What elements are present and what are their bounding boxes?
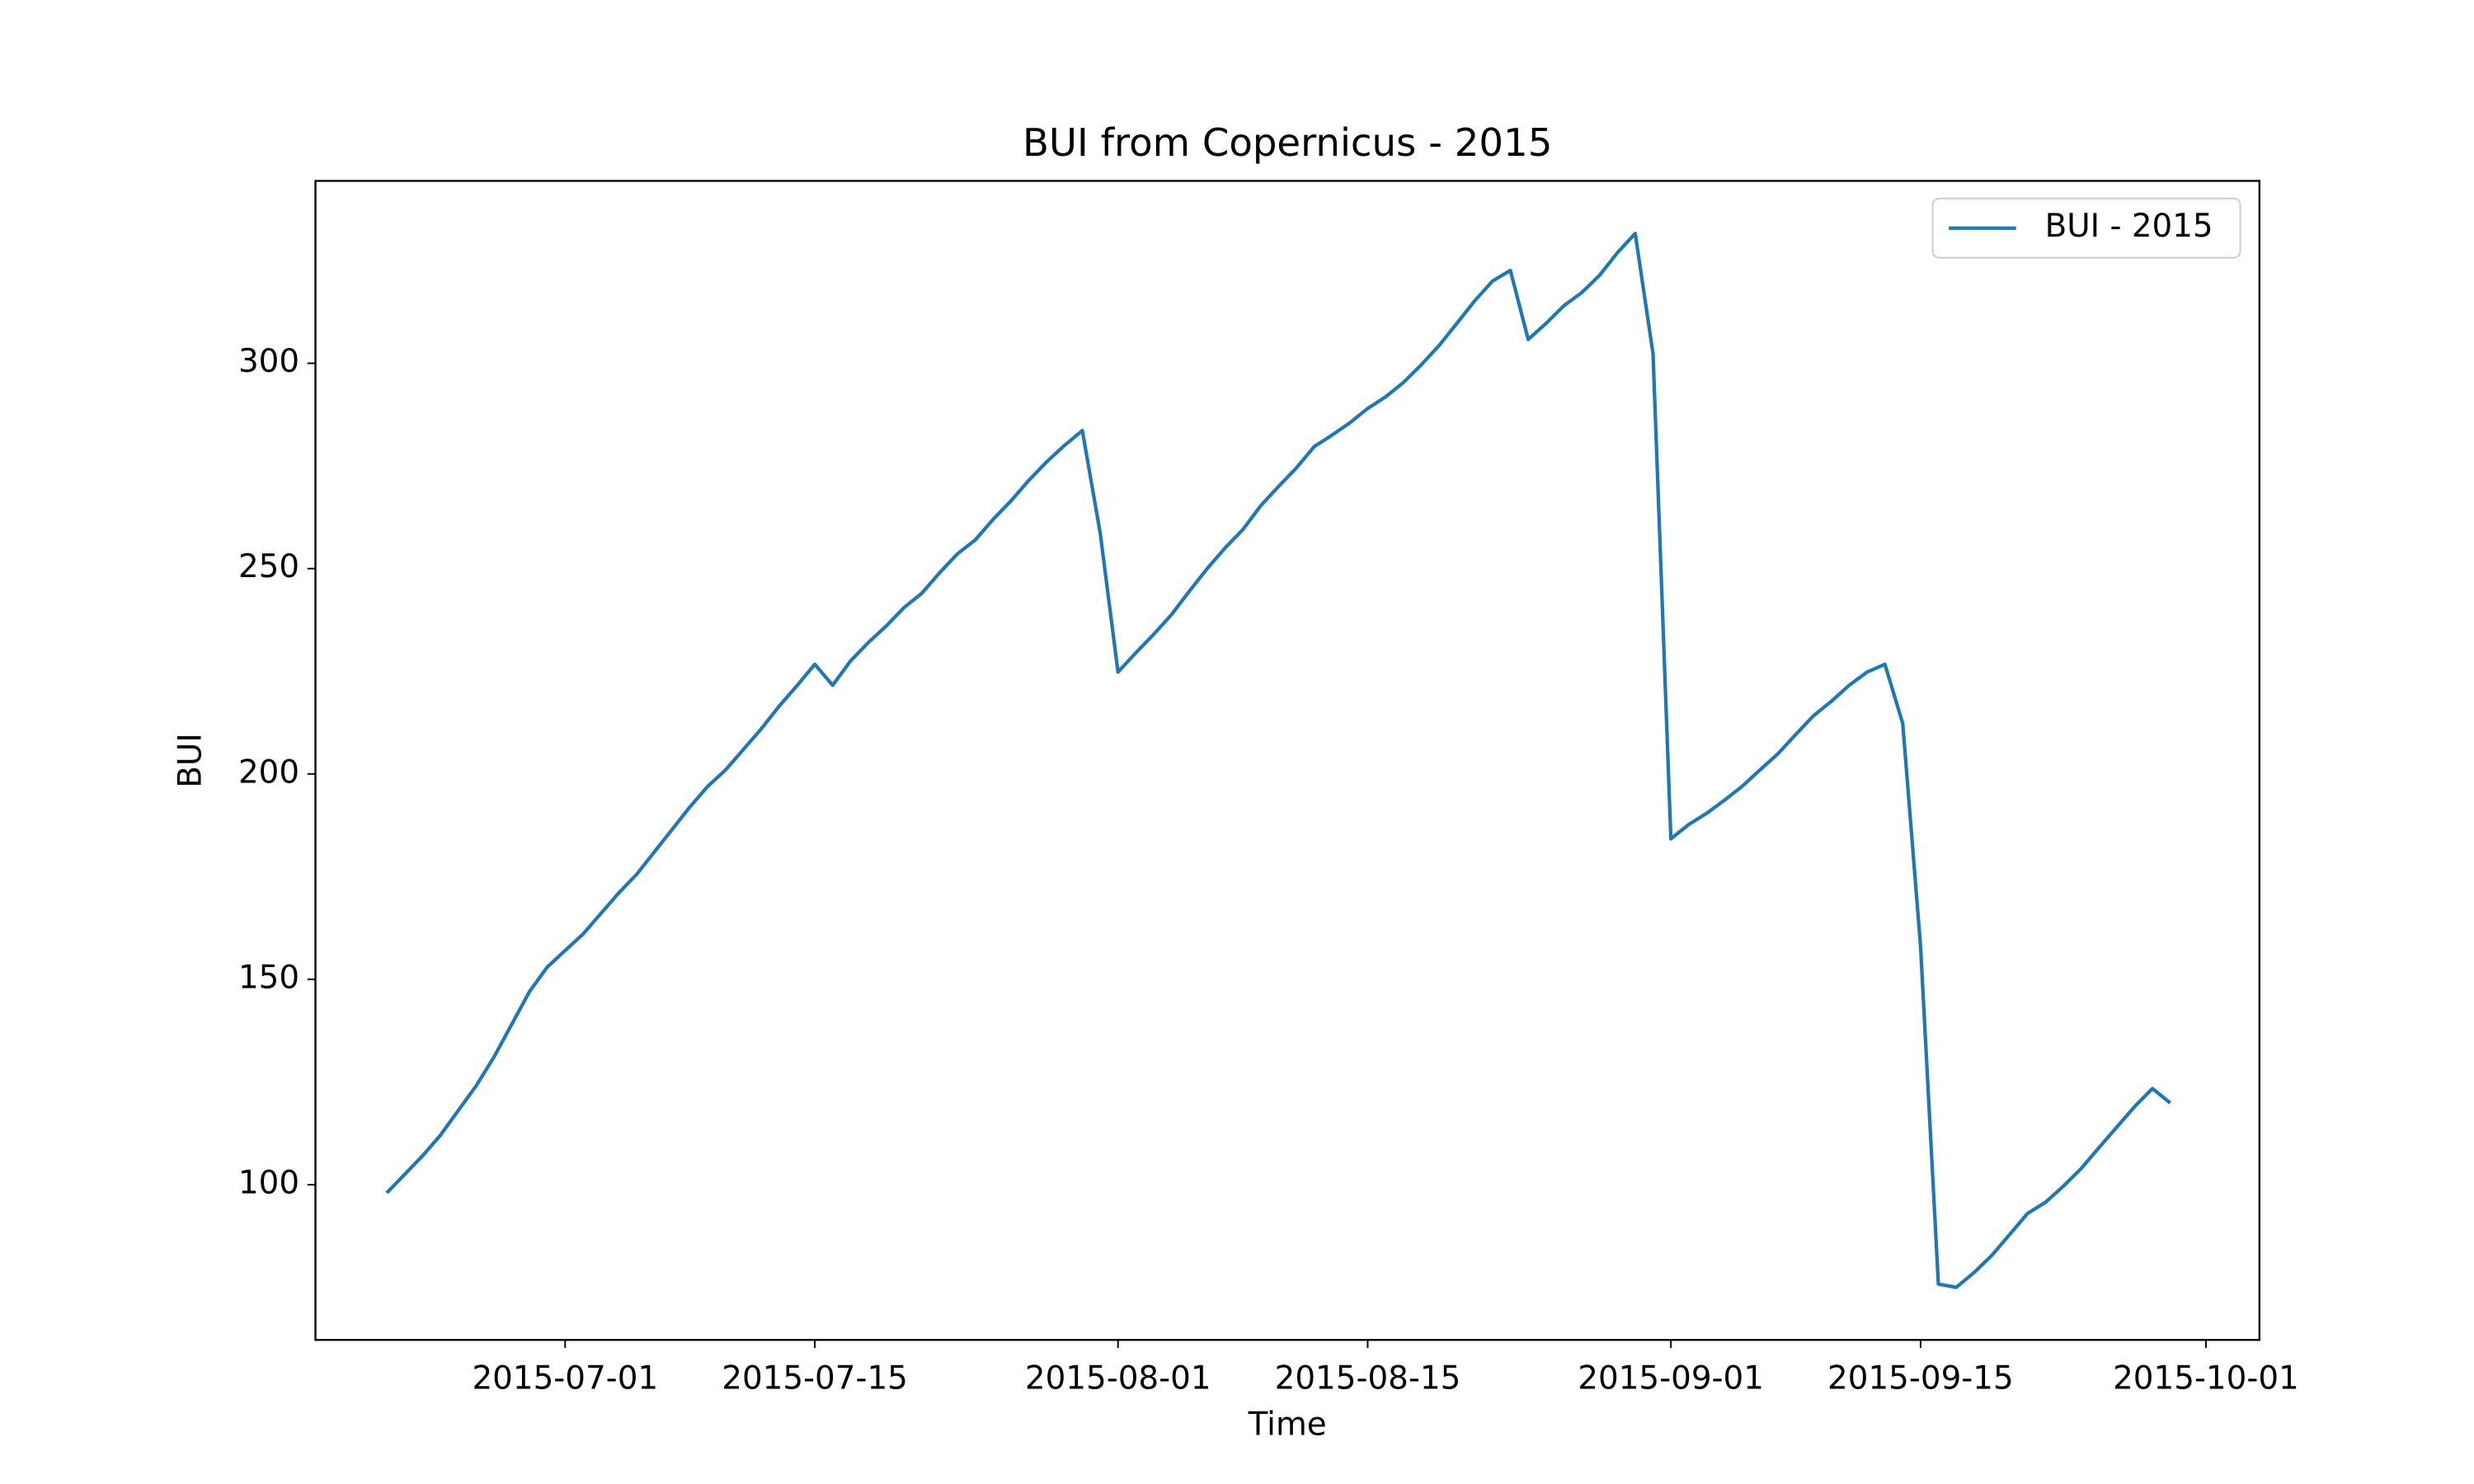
- chart-title: BUI from Copernicus - 2015: [1023, 120, 1552, 165]
- y-tick-label: 250: [238, 548, 299, 585]
- y-tick-label: 150: [238, 959, 299, 996]
- y-tick-label: 300: [238, 343, 299, 380]
- x-axis-label: Time: [1248, 1407, 1327, 1444]
- y-tick-label: 200: [238, 754, 299, 791]
- legend-box: [1931, 197, 2241, 259]
- x-tick-label: 2015-09-01: [1578, 1360, 1764, 1397]
- x-tick-label: 2015-07-15: [722, 1360, 908, 1397]
- legend-label: BUI - 2015: [2045, 208, 2213, 245]
- plot-frame: [314, 180, 2260, 1341]
- x-tick-label: 2015-07-01: [472, 1360, 658, 1397]
- data-line: [385, 232, 2172, 1289]
- y-tick-label: 100: [238, 1164, 299, 1201]
- x-tick-label: 2015-10-01: [2113, 1360, 2299, 1397]
- y-axis-label: BUI: [172, 733, 209, 788]
- x-tick-label: 2015-08-01: [1025, 1360, 1211, 1397]
- x-tick-label: 2015-09-15: [1827, 1360, 2014, 1397]
- x-tick-label: 2015-08-15: [1275, 1360, 1461, 1397]
